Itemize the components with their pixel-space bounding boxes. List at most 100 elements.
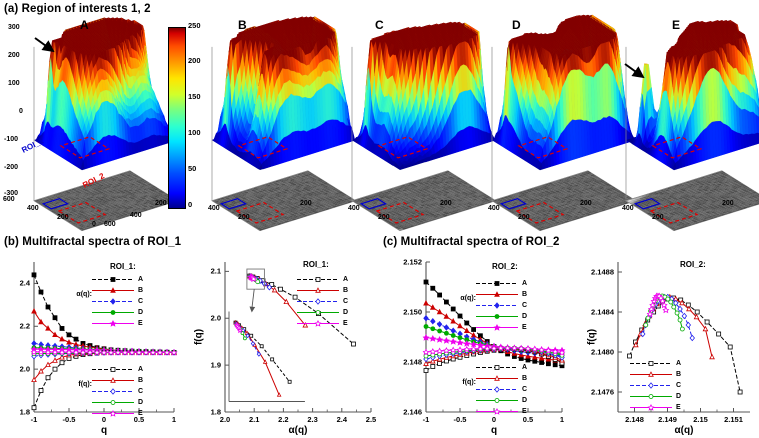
chart-title: ROI_2: <box>680 260 706 269</box>
y-tick-label: 2.1 <box>210 266 221 276</box>
legend-item[interactable]: E <box>476 406 532 417</box>
surface-label-A: A <box>80 18 89 32</box>
legend-item-label: B <box>676 371 682 378</box>
surface-x-tick: 400 <box>348 205 360 212</box>
colorbar-tick: 200 <box>188 56 201 65</box>
legend-item[interactable]: A <box>297 274 353 285</box>
legend-item-label: C <box>522 386 528 393</box>
legend-item[interactable]: C <box>92 296 148 307</box>
legend-item[interactable]: C <box>297 296 353 307</box>
y-tick-label: 2.1476 <box>591 387 614 397</box>
x-tick-label: 2.3 <box>307 415 318 424</box>
surface-y-tick: 200 <box>722 200 734 207</box>
legend-item[interactable]: C <box>92 386 148 397</box>
surface-x-tick: 200 <box>518 214 530 221</box>
surface-y-tick: 200 <box>155 200 167 207</box>
chart-title: ROI_1: <box>303 260 329 269</box>
y-tick-label: 2.1484 <box>591 307 614 317</box>
legend-swatch <box>92 387 134 396</box>
legend-swatch <box>92 365 134 374</box>
x-axis-label: q <box>490 425 498 436</box>
legend-item[interactable]: D <box>476 311 532 322</box>
legend-item[interactable]: A <box>630 358 686 369</box>
x-tick-label: 2.148 <box>625 415 644 424</box>
legend-item-label: C <box>522 302 528 309</box>
colorbar-tick: 50 <box>188 164 197 173</box>
colorbar-tick: 100 <box>188 128 201 137</box>
legend-item[interactable]: B <box>92 285 148 296</box>
legend-item-label: B <box>343 287 349 294</box>
surface-row: 300 200 100 0 -100 -200 -300 A B C D E 2… <box>3 14 759 232</box>
legend-item-label: D <box>676 393 682 400</box>
panel-c-caption: (c) Multifractal spectra of ROI_2 <box>383 236 560 248</box>
legend-swatch <box>476 279 518 288</box>
surface-label-D: D <box>512 18 521 32</box>
x-axis-label: q <box>100 425 108 436</box>
chart-c-left: -1 -0.5 0 0.5 1 2.146 2.148 2.150 2.152 q ROI_2: α(… <box>380 252 568 438</box>
legend-item[interactable]: E <box>630 402 686 413</box>
z-tick: -200 <box>4 164 19 171</box>
legend-item[interactable]: E <box>476 322 532 333</box>
legend-item[interactable]: B <box>476 373 532 384</box>
legend-swatch <box>476 323 518 332</box>
legend-item[interactable]: B <box>92 375 148 386</box>
legend-item[interactable]: D <box>476 395 532 406</box>
legend-item-label: D <box>138 399 144 406</box>
y-axis-label: f(q) <box>193 328 205 346</box>
legend-item[interactable]: C <box>476 384 532 395</box>
legend-swatch <box>92 319 134 328</box>
legend-swatch <box>92 297 134 306</box>
colorbar-tick: 0 <box>188 200 193 209</box>
legend-item[interactable]: C <box>630 380 686 391</box>
x-tick-label: -0.5 <box>453 415 467 424</box>
legend-item-label: B <box>522 291 528 298</box>
legend-swatch <box>297 275 339 284</box>
chart-b-right: 2.0 2.1 2.2 2.3 2.4 2.5 1.8 1.9 2.0 2.1 α(q) f(q) RO… <box>185 252 380 438</box>
legend-item[interactable]: B <box>297 285 353 296</box>
black-arrow-icon <box>34 37 60 57</box>
legend-swatch <box>630 381 672 390</box>
surface-x-tick: 0 <box>92 221 96 228</box>
legend-item[interactable]: A <box>476 362 532 373</box>
legend-item-label: E <box>676 404 681 411</box>
chart-c-right: 2.148 2.149 2.15 2.151 2.1476 2.1480 2.1484 2.1… <box>568 252 759 438</box>
legend-item-label: C <box>138 298 144 305</box>
legend-item-label: A <box>138 366 144 373</box>
legend-item[interactable]: E <box>92 408 148 419</box>
x-tick-label: 2.15 <box>693 415 708 424</box>
surface-y-tick: 200 <box>440 200 452 207</box>
legend-item[interactable]: D <box>92 397 148 408</box>
surface-x-tick: 200 <box>238 214 250 221</box>
legend-swatch <box>92 398 134 407</box>
legend-item[interactable]: D <box>297 307 353 318</box>
surface-x-tick: 200 <box>652 214 664 221</box>
surface-x-tick: 400 <box>27 205 39 212</box>
x-tick-label: -1 <box>30 415 38 424</box>
legend-item[interactable]: B <box>476 289 532 300</box>
legend-item[interactable]: A <box>92 364 148 375</box>
z-tick: 100 <box>8 80 20 87</box>
legend-item-label: B <box>138 287 144 294</box>
legend-f: f(q): A B C D E <box>78 364 148 419</box>
legend-item[interactable]: C <box>476 300 532 311</box>
y-tick-label: 2.152 <box>403 257 422 267</box>
surface-label-C: C <box>375 18 384 32</box>
x-tick-label: 0 <box>491 415 497 424</box>
legend-item-label: C <box>676 382 682 389</box>
y-tick-label: 2.0 <box>19 364 30 374</box>
legend-item[interactable]: D <box>630 391 686 402</box>
legend-swatch <box>92 308 134 317</box>
x-tick-label: 1 <box>559 415 565 424</box>
legend-item[interactable]: A <box>476 278 532 289</box>
legend-swatch <box>297 319 339 328</box>
z-tick: -300 <box>4 190 19 197</box>
x-tick-label: -1 <box>422 415 430 424</box>
legend-item[interactable]: E <box>297 318 353 329</box>
legend-item[interactable]: D <box>92 307 148 318</box>
legend-swatch <box>476 396 518 405</box>
legend-item[interactable]: B <box>630 369 686 380</box>
legend-swatch <box>92 286 134 295</box>
legend-item[interactable]: A <box>92 274 148 285</box>
legend-item[interactable]: E <box>92 318 148 329</box>
